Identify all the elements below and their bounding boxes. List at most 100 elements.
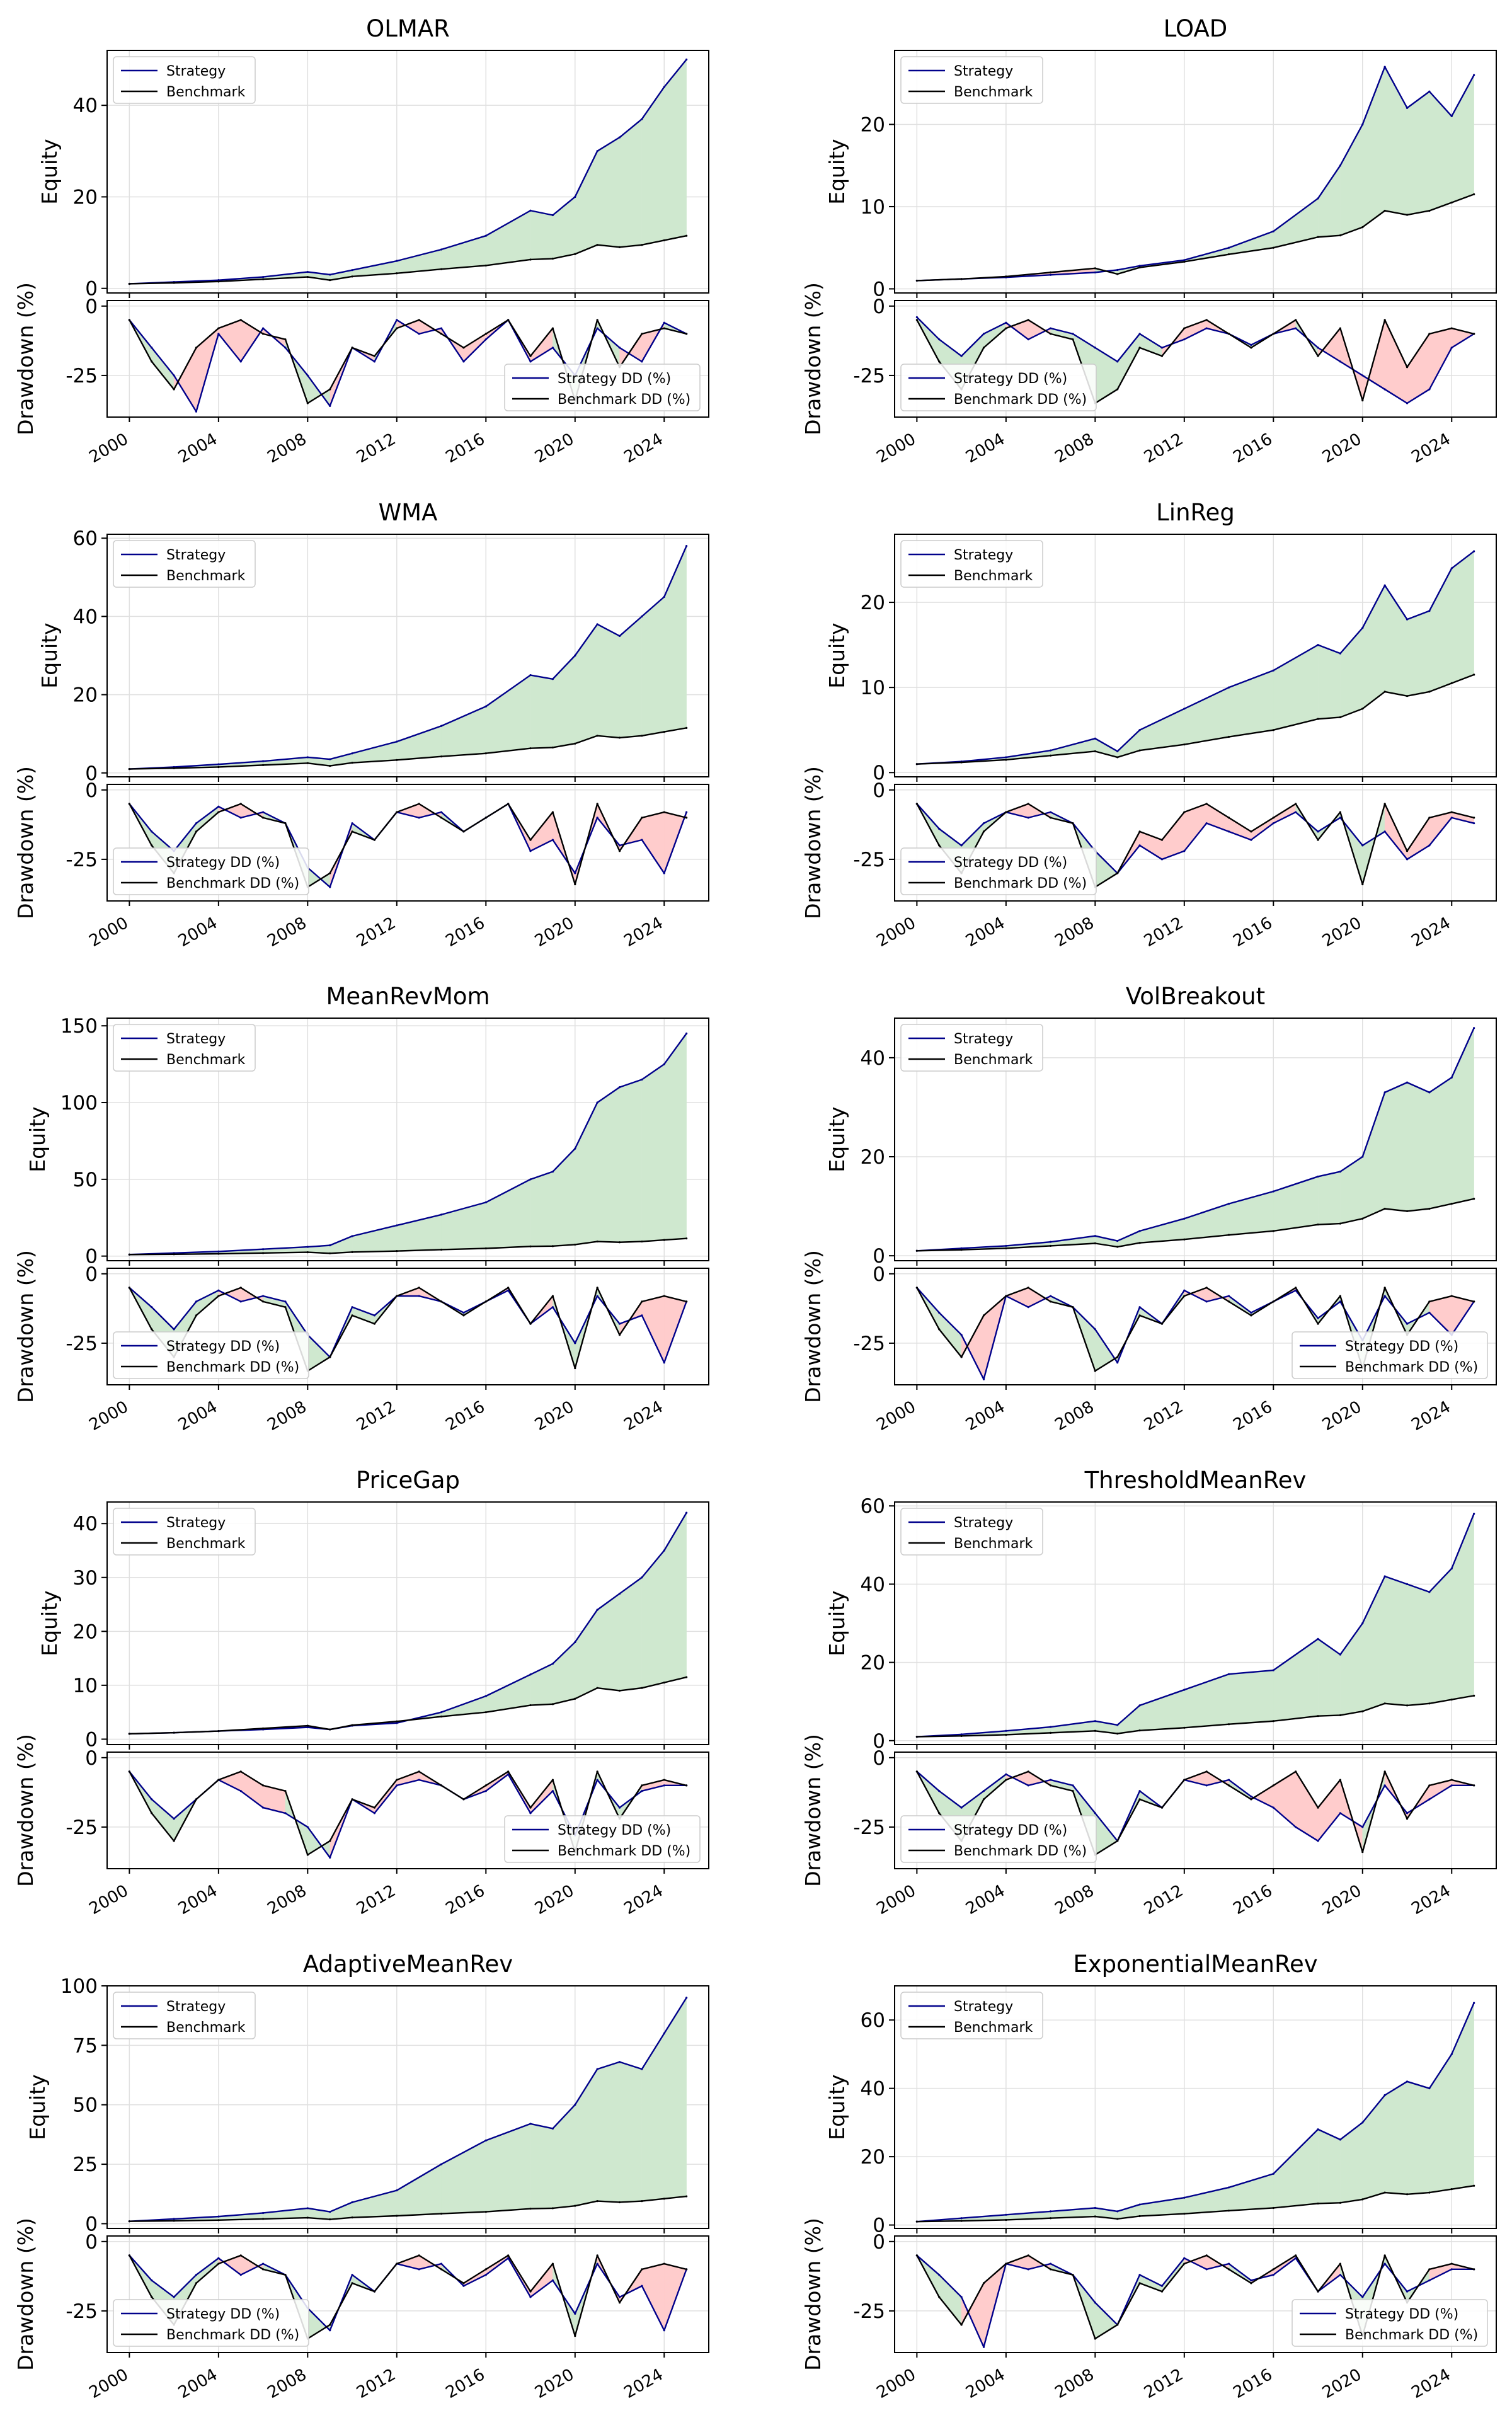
benchmark-point	[685, 2195, 688, 2198]
benchmark-point	[462, 2282, 465, 2285]
strategy-point	[1473, 74, 1475, 76]
benchmark-point	[128, 1253, 130, 1256]
strategy-point	[1183, 2196, 1186, 2199]
benchmark-point	[396, 2215, 398, 2217]
benchmark-point	[685, 726, 688, 729]
benchmark-point	[1160, 355, 1164, 357]
fill-between-segment	[486, 675, 531, 754]
equity-legend: Strategy Benchmark	[113, 1024, 256, 1072]
benchmark-point	[1383, 803, 1386, 805]
benchmark-point	[484, 2268, 487, 2271]
fill-between-segment	[619, 2061, 643, 2203]
strategy-point	[261, 2262, 265, 2265]
fill-between-segment	[1362, 2094, 1385, 2200]
benchmark-point	[373, 839, 376, 841]
benchmark-point	[440, 333, 443, 335]
strategy-point	[329, 404, 331, 407]
legend-label: Strategy	[166, 1515, 226, 1531]
benchmark-point	[1027, 1287, 1029, 1289]
strategy-point	[1183, 850, 1186, 852]
strategy-point	[396, 319, 398, 321]
strategy-point	[484, 2139, 487, 2141]
strategy-point	[960, 1334, 963, 1336]
fill-between-segment	[151, 1799, 175, 1842]
x-tick-label: 2024	[621, 1397, 666, 1435]
strategy-point	[1138, 1306, 1141, 1309]
strategy-point	[373, 1314, 376, 1317]
strategy-point	[938, 1790, 941, 1792]
strategy-point	[440, 1711, 443, 1714]
strategy-point	[351, 2274, 353, 2276]
x-tick-label: 2012	[353, 2365, 399, 2402]
benchmark-point	[1005, 2218, 1007, 2221]
benchmark-point	[261, 2268, 265, 2271]
strategy-point	[596, 2068, 598, 2070]
strategy-point	[618, 1322, 621, 1325]
legend-box	[900, 364, 1097, 411]
strategy-point	[1317, 2128, 1319, 2131]
benchmark-point	[529, 355, 532, 357]
benchmark-dd-line	[916, 1770, 1474, 1856]
y-tick-label: 60	[73, 527, 98, 550]
benchmark-point	[663, 1295, 665, 1297]
benchmark-point	[1317, 1322, 1319, 1325]
x-tick-label: 2020	[1319, 914, 1365, 951]
chart-title: MeanRevMom	[326, 983, 490, 1010]
benchmark-point	[418, 803, 420, 805]
benchmark-point	[1383, 2191, 1386, 2194]
fill-between-segment	[441, 2140, 486, 2214]
drawdown-axes: 0 -25 Drawdown (%) Strategy DD (%) Benchmark…	[13, 1734, 709, 1887]
strategy-point	[1250, 343, 1252, 347]
strategy-point	[217, 1250, 220, 1253]
benchmark-point	[1005, 759, 1007, 761]
strategy-dd-line	[129, 1771, 687, 1859]
strategy-point	[373, 1812, 376, 1814]
legend-label: Strategy DD (%)	[1345, 2307, 1458, 2322]
strategy-point	[960, 2296, 963, 2298]
benchmark-point	[306, 762, 309, 764]
y-tick-label: 150	[60, 1015, 98, 1038]
strategy-point	[195, 1300, 198, 1303]
fill-between-segment	[597, 624, 620, 738]
y-tick-label: -25	[853, 1333, 885, 1355]
fill-between-segment	[441, 235, 486, 270]
strategy-point	[1428, 1311, 1431, 1314]
y-tick-label: 0	[85, 1728, 98, 1751]
y-tick-label: 50	[73, 1169, 98, 1191]
benchmark-point	[306, 275, 309, 278]
benchmark-point	[373, 1322, 376, 1325]
benchmark-point	[1450, 327, 1453, 330]
strategy-point	[261, 760, 265, 762]
strategy-point	[685, 545, 688, 547]
legend-label: Strategy DD (%)	[166, 1339, 280, 1355]
benchmark-point	[195, 830, 198, 833]
fill-between-segment	[619, 118, 643, 248]
strategy-point	[596, 817, 598, 819]
benchmark-point	[1138, 2215, 1141, 2218]
strategy-point	[1138, 2274, 1141, 2276]
strategy-point	[574, 654, 576, 657]
strategy-point	[239, 1790, 242, 1792]
equity-axes: 0 10 20 Equity Strategy Benchmark	[825, 534, 1497, 784]
strategy-point	[306, 270, 309, 273]
benchmark-point	[261, 1727, 265, 1729]
strategy-point	[960, 1733, 963, 1736]
strategy-point	[239, 1300, 242, 1303]
fill-between-segment	[1407, 91, 1430, 215]
fill-between-segment	[352, 2190, 398, 2218]
y-tick-label: 0	[873, 1263, 885, 1286]
benchmark-point	[1005, 1779, 1007, 1781]
fill-between-segment	[1050, 328, 1074, 340]
strategy-point	[1227, 246, 1230, 249]
strategy-point	[173, 374, 175, 377]
benchmark-point	[1317, 2202, 1319, 2205]
benchmark-point	[1428, 333, 1431, 335]
strategy-point	[1317, 1317, 1319, 1319]
benchmark-point	[551, 2262, 554, 2265]
strategy-point	[1406, 1081, 1409, 1084]
benchmark-point	[641, 1784, 643, 1787]
drawdown-ylabel: Drawdown (%)	[13, 766, 38, 919]
strategy-point	[1116, 360, 1119, 363]
benchmark-point	[1116, 2218, 1119, 2220]
benchmark-point	[418, 319, 420, 321]
